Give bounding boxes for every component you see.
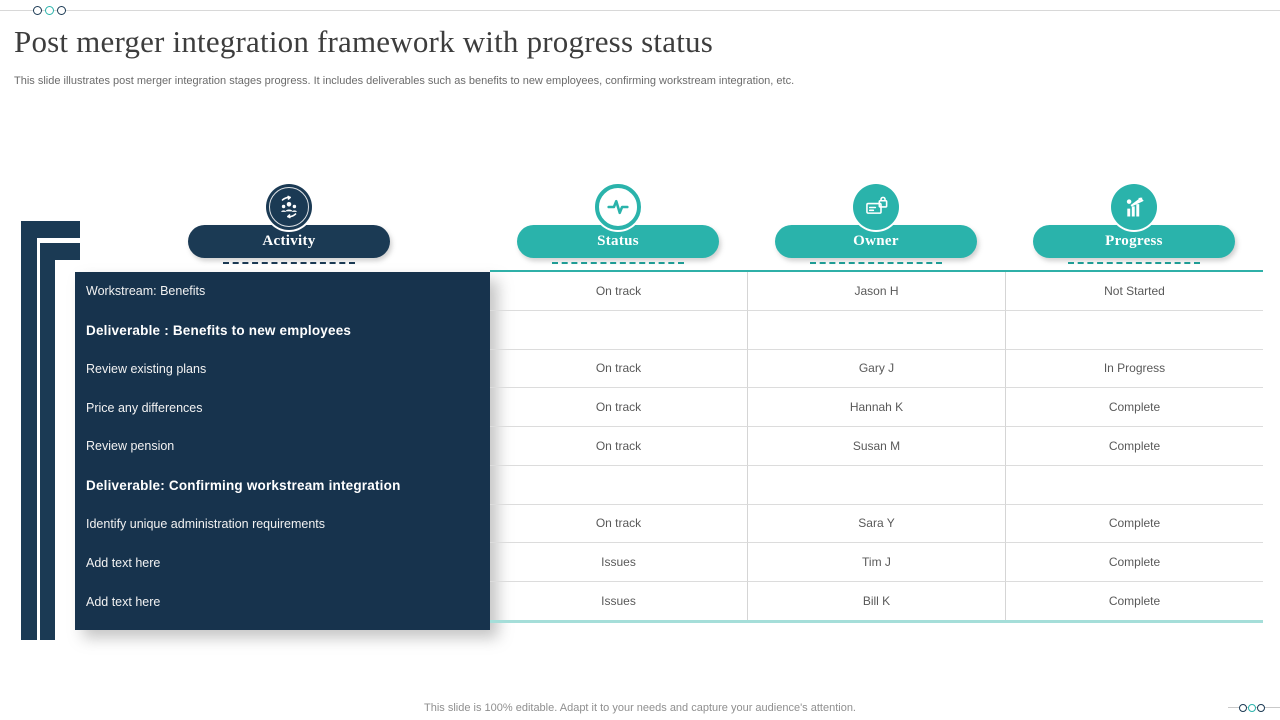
activity-cell: Deliverable : Benefits to new employees xyxy=(86,322,352,338)
owner-cell xyxy=(748,310,1006,350)
progress-cell: Complete xyxy=(1006,582,1263,621)
deco-circle-navy xyxy=(1257,703,1265,712)
owner-cell: Bill K xyxy=(748,582,1006,621)
table-row: Identify unique administration requireme… xyxy=(75,504,1263,544)
status-cell xyxy=(490,465,748,505)
deco-circle-navy xyxy=(1239,703,1247,712)
progress-cell xyxy=(1006,311,1263,350)
status-cell: On track xyxy=(490,272,748,311)
owner-cell: Sara Y xyxy=(748,504,1006,544)
corner-frame-inner xyxy=(40,243,80,640)
top-divider-line xyxy=(0,10,1280,11)
owner-cell: Hannah K xyxy=(748,388,1006,428)
activity-cell: Review pension xyxy=(86,439,175,454)
activity-cell: Review existing plans xyxy=(86,361,207,376)
table-top-accent-line xyxy=(490,270,1263,272)
owner-cell: Jason H xyxy=(748,272,1006,311)
team-icon xyxy=(266,184,312,230)
pulse-icon xyxy=(595,184,641,230)
activity-cell: Deliverable: Confirming workstream integ… xyxy=(86,477,401,493)
deco-circle-navy xyxy=(57,6,66,15)
table-row: Price any differences On track Hannah K Com… xyxy=(75,388,1263,428)
progress-cell: Complete xyxy=(1006,543,1263,583)
column-header-owner: Owner xyxy=(775,225,977,258)
growth-chart-icon xyxy=(1111,184,1157,230)
table-row: Workstream: Benefits On track Jason H Not S… xyxy=(75,272,1263,311)
activity-cell: Workstream: Benefits xyxy=(86,284,206,299)
status-cell: Issues xyxy=(490,543,748,583)
activity-cell[interactable]: Add text here xyxy=(86,594,161,609)
table-row: Review pension On track Susan M Complete xyxy=(75,427,1263,466)
progress-cell: In Progress xyxy=(1006,350,1263,389)
table-row: Deliverable: Confirming workstream integ… xyxy=(75,465,1263,505)
dashed-underline xyxy=(810,262,942,264)
progress-cell: Complete xyxy=(1006,388,1263,428)
activity-cell: Identify unique administration requireme… xyxy=(86,516,326,531)
owner-cell xyxy=(748,465,1006,505)
activity-cell: Price any differences xyxy=(86,400,203,415)
status-cell: On track xyxy=(490,427,748,466)
deco-circle-teal xyxy=(45,6,54,15)
dashed-underline xyxy=(1068,262,1200,264)
deco-circle-teal xyxy=(1248,703,1256,712)
column-header-progress: Progress xyxy=(1033,225,1235,258)
corner-frame-outer xyxy=(21,221,80,640)
page-title: Post merger integration framework with p… xyxy=(14,24,713,59)
icon-inner-ring xyxy=(269,187,309,227)
status-cell: On track xyxy=(490,504,748,544)
page-subtitle: This slide illustrates post merger integ… xyxy=(14,75,795,87)
owner-cell: Tim J xyxy=(748,543,1006,583)
progress-cell: Complete xyxy=(1006,427,1263,466)
table-row: Add text here Issues Tim J Complete xyxy=(75,543,1263,583)
footer-note: This slide is 100% editable. Adapt it to… xyxy=(424,702,856,714)
column-header-status: Status xyxy=(517,225,719,258)
dashed-underline xyxy=(223,262,355,264)
table-rows: Workstream: Benefits On track Jason H Not S… xyxy=(75,272,1263,621)
table-row: Add text here Issues Bill K Complete xyxy=(75,582,1263,621)
column-header-activity: Activity xyxy=(188,225,390,258)
owner-cell: Susan M xyxy=(748,427,1006,466)
progress-cell: Complete xyxy=(1006,505,1263,544)
owner-cell: Gary J xyxy=(748,349,1006,389)
activity-cell[interactable]: Add text here xyxy=(86,555,161,570)
id-lock-icon xyxy=(853,184,899,230)
activity-panel xyxy=(75,272,490,630)
status-cell xyxy=(490,310,748,350)
status-cell: Issues xyxy=(490,582,748,621)
progress-cell xyxy=(1006,466,1263,505)
progress-cell: Not Started xyxy=(1006,272,1263,311)
dashed-underline xyxy=(552,262,684,264)
table-row: Deliverable : Benefits to new employees xyxy=(75,310,1263,350)
table-bottom-accent-line xyxy=(490,620,1263,623)
deco-circle-navy xyxy=(33,6,42,15)
status-cell: On track xyxy=(490,349,748,389)
status-cell: On track xyxy=(490,388,748,428)
table-row: Review existing plans On track Gary J In Pr… xyxy=(75,349,1263,389)
